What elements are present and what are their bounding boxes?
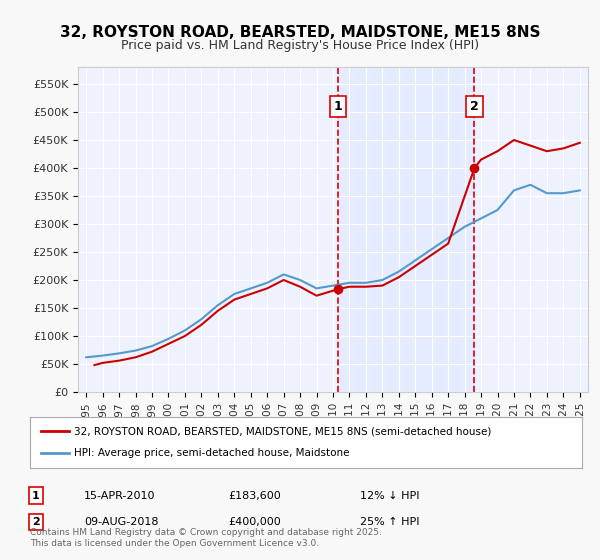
Text: 32, ROYSTON ROAD, BEARSTED, MAIDSTONE, ME15 8NS (semi-detached house): 32, ROYSTON ROAD, BEARSTED, MAIDSTONE, M… <box>74 426 491 436</box>
Text: £400,000: £400,000 <box>228 517 281 527</box>
Text: Contains HM Land Registry data © Crown copyright and database right 2025.
This d: Contains HM Land Registry data © Crown c… <box>30 528 382 548</box>
Text: 1: 1 <box>334 100 343 113</box>
Text: 32, ROYSTON ROAD, BEARSTED, MAIDSTONE, ME15 8NS: 32, ROYSTON ROAD, BEARSTED, MAIDSTONE, M… <box>60 25 540 40</box>
Text: 2: 2 <box>470 100 479 113</box>
Text: Price paid vs. HM Land Registry's House Price Index (HPI): Price paid vs. HM Land Registry's House … <box>121 39 479 52</box>
Text: 2: 2 <box>32 517 40 527</box>
Text: HPI: Average price, semi-detached house, Maidstone: HPI: Average price, semi-detached house,… <box>74 449 350 459</box>
Text: 25% ↑ HPI: 25% ↑ HPI <box>360 517 419 527</box>
Text: 12% ↓ HPI: 12% ↓ HPI <box>360 491 419 501</box>
Text: 1: 1 <box>32 491 40 501</box>
Text: £183,600: £183,600 <box>228 491 281 501</box>
Bar <box>338 67 475 392</box>
Text: 15-APR-2010: 15-APR-2010 <box>84 491 155 501</box>
Text: 09-AUG-2018: 09-AUG-2018 <box>84 517 158 527</box>
